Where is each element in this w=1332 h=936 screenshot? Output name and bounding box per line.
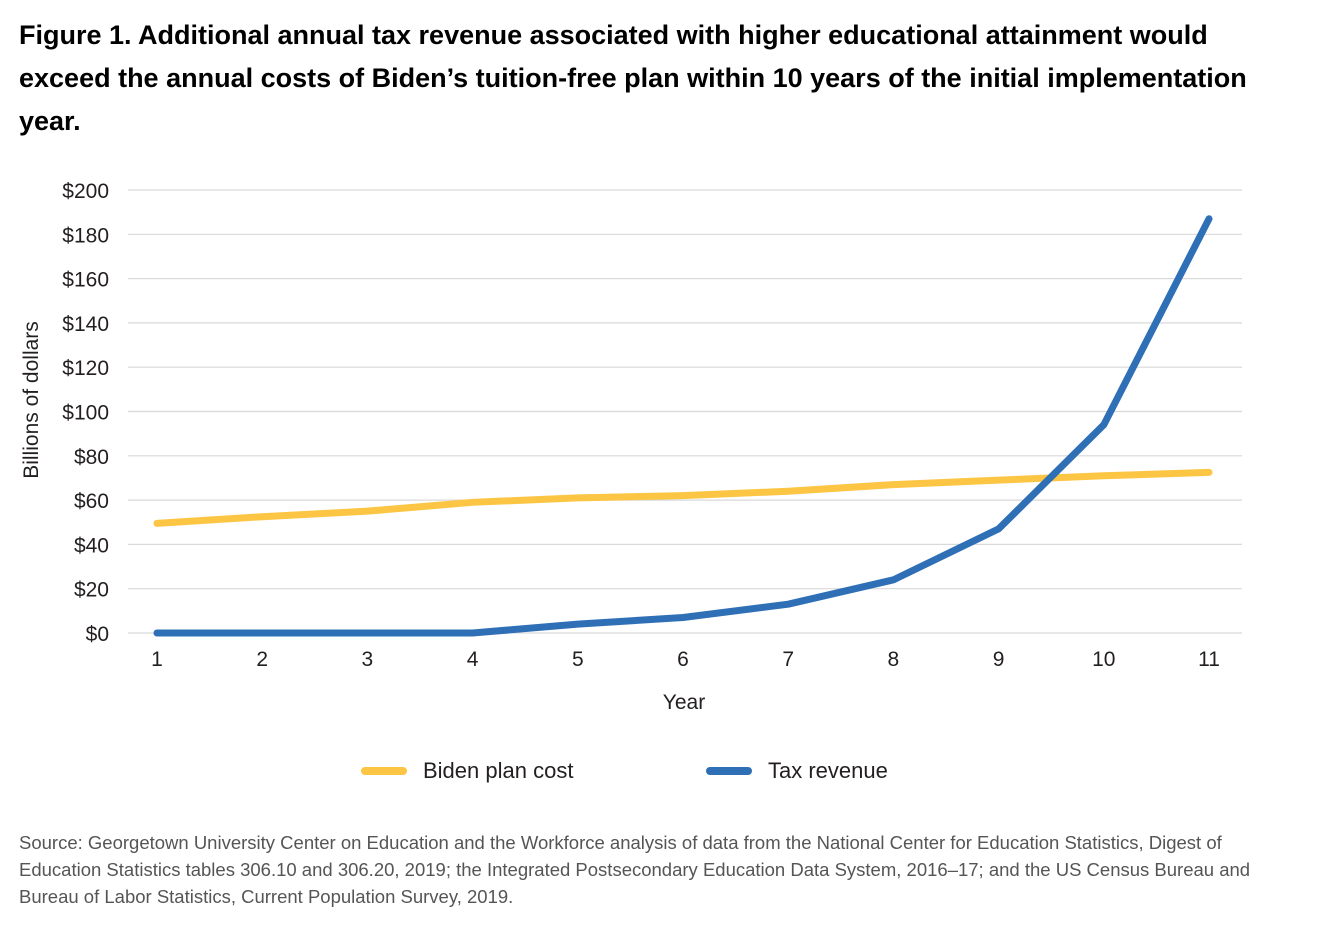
legend-label-tax-revenue: Tax revenue (768, 758, 888, 783)
line-chart: $0 $20 $40 $60 $80 $100 $120 $140 $160 $180 $200 1… (20, 180, 1242, 714)
y-tick-label: $40 (74, 534, 109, 557)
x-tick-label: 1 (151, 648, 163, 671)
gridlines (128, 189, 1242, 634)
legend-label-biden-plan-cost: Biden plan cost (423, 758, 574, 783)
y-tick-label: $0 (86, 623, 109, 646)
x-axis-ticks: 1 2 3 4 5 6 7 8 9 10 11 (151, 648, 1220, 671)
legend: Biden plan cost Tax revenue (0, 758, 1332, 792)
x-tick-label: 11 (1198, 648, 1220, 671)
legend-item-tax-revenue: Tax revenue (706, 758, 888, 784)
series-lines (153, 215, 1213, 637)
x-tick-label: 2 (256, 648, 268, 671)
y-axis-label: Billions of dollars (20, 321, 43, 479)
x-tick-label: 8 (888, 648, 900, 671)
y-tick-label: $120 (62, 357, 109, 380)
x-tick-label: 7 (782, 648, 794, 671)
x-tick-label: 3 (362, 648, 374, 671)
x-tick-label: 4 (467, 648, 479, 671)
x-axis-label: Year (663, 691, 705, 714)
source-note: Source: Georgetown University Center on … (19, 832, 1251, 907)
chart-title: Figure 1. Additional annual tax revenue … (19, 20, 1247, 136)
y-tick-label: $20 (74, 579, 109, 602)
y-tick-label: $60 (74, 490, 109, 513)
x-tick-label: 5 (572, 648, 584, 671)
y-tick-label: $100 (62, 402, 109, 425)
legend-swatch-tax-revenue (706, 767, 752, 775)
y-tick-label: $160 (62, 269, 109, 292)
y-tick-label: $200 (62, 180, 109, 203)
y-tick-label: $180 (62, 224, 109, 247)
series-line-tax-revenue (153, 215, 1213, 637)
y-tick-label: $80 (74, 446, 109, 469)
y-axis-ticks: $0 $20 $40 $60 $80 $100 $120 $140 $160 $180 $200 (62, 180, 109, 646)
x-tick-label: 6 (677, 648, 689, 671)
x-tick-label: 10 (1092, 648, 1115, 671)
series-line-biden-plan-cost (153, 468, 1213, 527)
x-tick-label: 9 (993, 648, 1005, 671)
legend-swatch-biden-plan-cost (361, 767, 407, 775)
legend-item-biden-plan-cost: Biden plan cost (361, 758, 573, 784)
y-tick-label: $140 (62, 313, 109, 336)
